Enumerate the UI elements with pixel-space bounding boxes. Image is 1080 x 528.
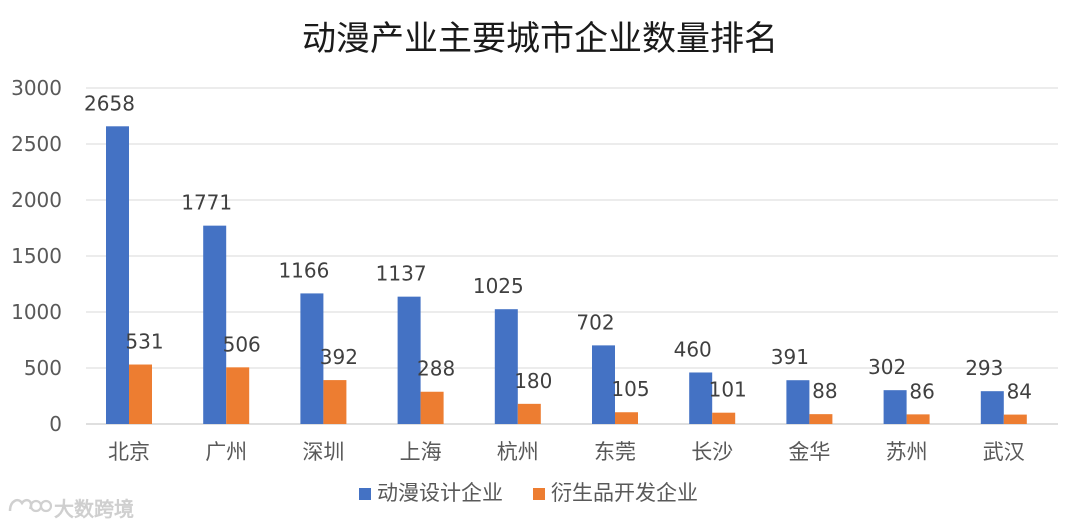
data-label: 302 xyxy=(868,355,906,379)
bar-design xyxy=(980,391,1004,424)
legend-swatch xyxy=(533,488,545,500)
bar-design xyxy=(494,309,518,424)
bar-derivative xyxy=(906,414,930,424)
data-label: 88 xyxy=(812,379,837,403)
data-labels: 2658 531 1771 506 1166 392 1137 288 1025 180 702 10… xyxy=(84,91,1032,403)
x-category-label: 金华 xyxy=(788,440,830,464)
data-label: 105 xyxy=(611,377,649,401)
data-label: 288 xyxy=(417,357,455,381)
x-category-label: 广州 xyxy=(205,440,247,464)
bar-design xyxy=(689,372,713,424)
data-label: 180 xyxy=(514,369,552,393)
data-label: 460 xyxy=(674,337,712,361)
legend: 动漫设计企业 衍生品开发企业 xyxy=(359,481,698,505)
data-label: 1025 xyxy=(473,274,524,298)
watermark: 大数跨境 xyxy=(8,497,134,521)
bar-design xyxy=(786,380,810,424)
x-category-label: 杭州 xyxy=(497,440,539,464)
y-tick-label: 0 xyxy=(49,412,62,436)
legend-label: 动漫设计企业 xyxy=(377,481,503,505)
bar-derivative xyxy=(1003,414,1027,424)
y-tick-label: 500 xyxy=(24,356,62,380)
x-category-label: 深圳 xyxy=(302,440,344,464)
legend-swatch xyxy=(359,488,371,500)
x-axis-categories: 北京 广州 深圳 上海 杭州 东莞 长沙 金华 苏州 武汉 xyxy=(108,440,1025,464)
brand-logo-icon xyxy=(8,498,53,513)
data-label: 101 xyxy=(709,378,747,402)
data-label: 391 xyxy=(771,345,809,369)
bar-derivative xyxy=(517,403,541,424)
y-tick-label: 1000 xyxy=(11,300,62,324)
x-category-label: 东莞 xyxy=(594,440,636,464)
data-label: 1771 xyxy=(181,191,232,215)
bar-derivative xyxy=(809,414,833,424)
bar-design xyxy=(203,225,227,424)
legend-label: 衍生品开发企业 xyxy=(551,481,698,505)
bar-derivative xyxy=(129,364,152,424)
bar-derivative xyxy=(323,380,347,424)
y-tick-label: 3000 xyxy=(11,76,62,100)
data-label: 293 xyxy=(965,356,1003,380)
watermark-text: 大数跨境 xyxy=(54,497,134,521)
bar-design xyxy=(106,126,129,424)
y-tick-label: 2000 xyxy=(11,188,62,212)
x-category-label: 武汉 xyxy=(983,440,1025,464)
y-tick-label: 1500 xyxy=(11,244,62,268)
x-category-label: 长沙 xyxy=(691,440,733,464)
bar-derivative xyxy=(226,367,250,424)
data-label: 506 xyxy=(223,332,261,356)
y-axis-ticks: 0 500 1000 1500 2000 2500 3000 xyxy=(11,76,62,436)
bar-design xyxy=(592,345,615,424)
bar-derivative xyxy=(420,391,444,424)
data-label: 1137 xyxy=(376,262,427,286)
bars xyxy=(106,126,1027,424)
x-category-label: 苏州 xyxy=(886,440,928,464)
bar-design xyxy=(300,293,324,424)
bar-derivative xyxy=(712,412,736,424)
data-label: 531 xyxy=(125,330,163,354)
bar-derivative xyxy=(615,412,638,424)
data-label: 1166 xyxy=(278,258,329,282)
x-category-label: 北京 xyxy=(108,440,150,464)
x-category-label: 上海 xyxy=(400,440,442,464)
data-label: 2658 xyxy=(84,91,135,115)
data-label: 86 xyxy=(909,379,934,403)
data-label: 84 xyxy=(1007,380,1032,404)
bar-design xyxy=(883,390,907,424)
data-label: 392 xyxy=(320,345,358,369)
bar-design xyxy=(397,296,421,424)
chart-title: 动漫产业主要城市企业数量排名 xyxy=(302,19,778,59)
y-tick-label: 2500 xyxy=(11,132,62,156)
data-label: 702 xyxy=(576,310,614,334)
